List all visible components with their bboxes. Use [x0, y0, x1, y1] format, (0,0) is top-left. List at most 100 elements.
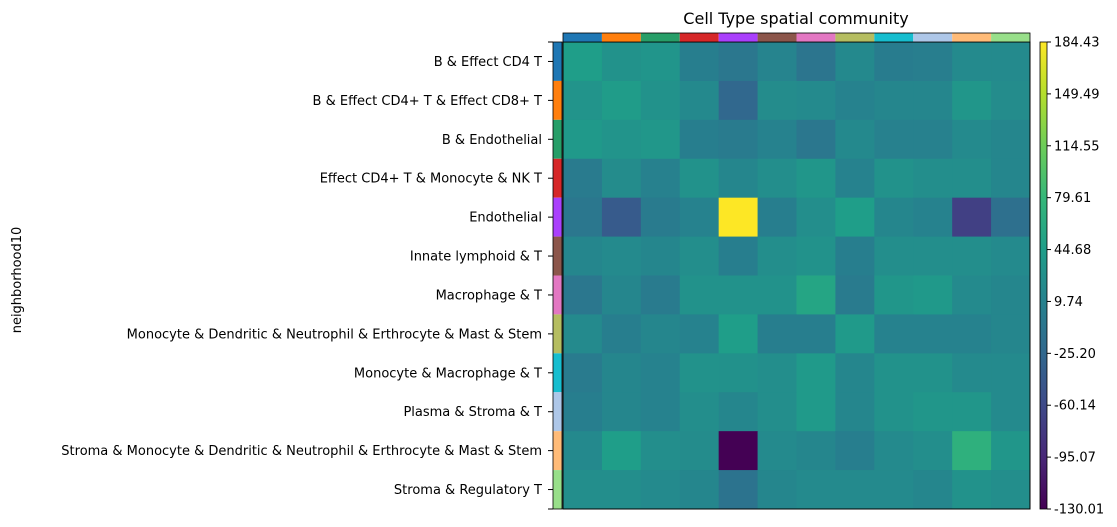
heatmap-cell [563, 392, 603, 432]
heatmap-cell [640, 197, 681, 238]
heatmap-cell [757, 158, 797, 199]
row-label: Effect CD4+ T & Monocyte & NK T [320, 172, 542, 187]
heatmap-cell [757, 353, 797, 393]
heatmap-cell [679, 275, 720, 315]
heatmap-cell [835, 158, 875, 199]
heatmap-cell [601, 314, 642, 354]
colorbar-tick-label: -60.14 [1054, 399, 1096, 414]
heatmap-cell [874, 42, 914, 82]
heatmap-cell [718, 431, 759, 471]
heatmap-cell [718, 158, 759, 199]
row-label: B & Effect CD4+ T & Effect CD8+ T [313, 94, 543, 109]
heatmap-cell [913, 314, 953, 354]
heatmap-cell [601, 353, 642, 393]
heatmap-cell [757, 236, 797, 276]
column-group-swatch [874, 33, 914, 42]
heatmap-cell [796, 42, 836, 82]
heatmap-cell [913, 353, 953, 393]
row-label: B & Effect CD4 T [434, 55, 542, 70]
heatmap-cell [640, 275, 681, 315]
heatmap-cell [874, 236, 914, 276]
row-group-swatch [553, 470, 562, 509]
row-group-swatch [553, 42, 562, 81]
heatmap-cell [796, 314, 836, 354]
heatmap-cell [991, 119, 1031, 160]
heatmap-cell [796, 236, 836, 276]
colorbar-tick-label: 184.43 [1054, 36, 1100, 51]
heatmap-cell [679, 80, 720, 121]
heatmap-cell [991, 80, 1031, 121]
heatmap-cell [640, 470, 681, 510]
heatmap-cell [563, 275, 603, 315]
heatmap-cell [952, 314, 992, 354]
colorbar-tick-label: 114.55 [1054, 139, 1100, 154]
colorbar-tick-label: -95.07 [1054, 451, 1096, 466]
heatmap-cell [952, 119, 992, 160]
row-group-swatch [553, 392, 562, 432]
heatmap-cell [679, 158, 720, 199]
heatmap-cell [601, 470, 642, 510]
row-label: Plasma & Stroma & T [403, 405, 542, 420]
column-group-swatch [563, 33, 602, 42]
heatmap-cell [835, 353, 875, 393]
heatmap-cell [757, 392, 797, 432]
heatmap-cell [718, 80, 759, 121]
heatmap-cell [601, 42, 642, 82]
heatmap-cell [952, 42, 992, 82]
column-group-swatch [718, 33, 758, 42]
colorbar-tick-label: -130.01 [1054, 503, 1104, 518]
heatmap-cell [718, 353, 759, 393]
row-label: Endothelial [469, 211, 542, 226]
heatmap-cell [991, 353, 1031, 393]
heatmap-cell [601, 158, 642, 199]
heatmap-cell [874, 275, 914, 315]
row-group-swatch [553, 431, 562, 471]
colorbar-tick-label: 149.49 [1054, 87, 1100, 102]
heatmap-cell [679, 197, 720, 238]
heatmap-cell [563, 470, 603, 510]
heatmap-cell [835, 80, 875, 121]
heatmap-cell [679, 431, 720, 471]
heatmap-cell [679, 42, 720, 82]
heatmap-cell [874, 119, 914, 160]
heatmap-cell [640, 236, 681, 276]
row-group-swatch [553, 275, 562, 315]
heatmap-cell [563, 353, 603, 393]
heatmap-cell [640, 353, 681, 393]
column-group-swatch [835, 33, 875, 42]
heatmap-cell [835, 314, 875, 354]
colorbar-tick-label: -25.20 [1054, 347, 1096, 362]
heatmap-cell [757, 80, 797, 121]
colorbar-tick-label: 79.61 [1054, 191, 1091, 206]
heatmap-cell [952, 431, 992, 471]
row-color-bar [552, 41, 563, 510]
column-group-swatch [796, 33, 836, 42]
row-labels: B & Effect CD4 T B & Effect CD4+ T & Effe… [61, 41, 553, 510]
heatmap-cell [991, 197, 1031, 238]
column-group-swatch [913, 33, 953, 42]
row-label: B & Endothelial [442, 133, 542, 148]
heatmap-cell [718, 197, 759, 238]
heatmap-cell [952, 470, 992, 510]
heatmap-cell [757, 197, 797, 238]
heatmap-cell [991, 431, 1031, 471]
colorbar-gradient [1039, 41, 1048, 510]
heatmap-cell [796, 275, 836, 315]
heatmap-cell [718, 314, 759, 354]
heatmap-cell [718, 392, 759, 432]
heatmap-cell [796, 80, 836, 121]
heatmap-cell [913, 80, 953, 121]
heatmap-cell [991, 314, 1031, 354]
column-color-bar [562, 32, 1031, 43]
heatmap-cell [952, 353, 992, 393]
heatmap-cell [640, 431, 681, 471]
heatmap-cells [562, 41, 1031, 510]
heatmap-cell [913, 119, 953, 160]
heatmap-cell [757, 314, 797, 354]
heatmap-cell [835, 42, 875, 82]
heatmap-cell [718, 470, 759, 510]
heatmap-cell [952, 236, 992, 276]
column-group-swatch [601, 33, 641, 42]
column-color-frame [562, 32, 1031, 43]
heatmap-cell [874, 431, 914, 471]
